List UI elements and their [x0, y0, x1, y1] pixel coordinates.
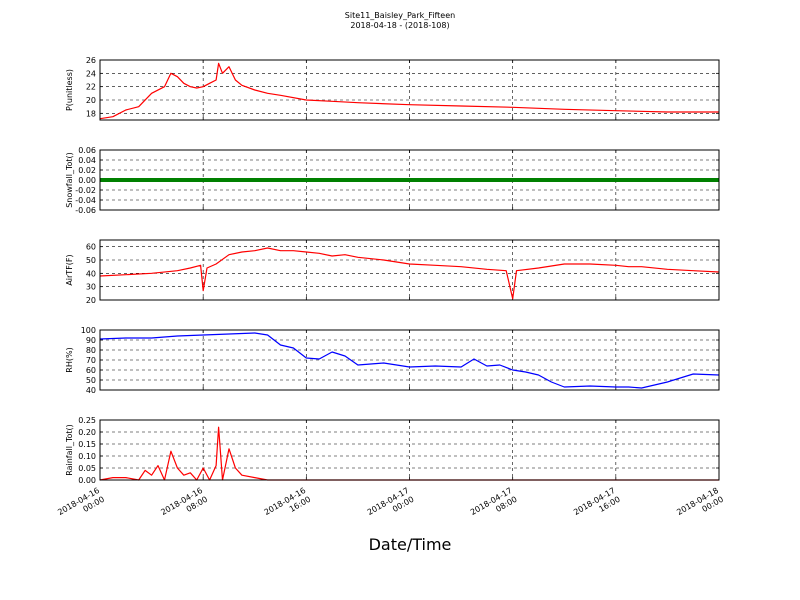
- y-tick-label: -0.06: [75, 206, 96, 215]
- y-tick-label: -0.04: [75, 196, 96, 205]
- y-tick-label: 0.15: [78, 440, 96, 449]
- chart-title: Site11_Baisley_Park_Fifteen: [345, 11, 455, 20]
- y-tick-label: 70: [86, 356, 96, 365]
- y-tick-label: 0.00: [78, 176, 96, 185]
- data-series: [99, 332, 720, 389]
- subplot-1: 18 20 22 24 26 P(unitless): [65, 56, 720, 121]
- subplot-3: 60 50 40 30 20 AirTF(F): [65, 239, 720, 305]
- y-tick-label: 0.20: [78, 428, 96, 437]
- y-tick-label: 22: [86, 83, 96, 92]
- plot-frame: [99, 419, 720, 481]
- y-tick-label: 20: [86, 96, 96, 105]
- y-tick-label: 0.02: [78, 166, 96, 175]
- x-axis-label: Date/Time: [369, 535, 452, 554]
- y-axis-label: P(unitless): [65, 69, 74, 111]
- plot-frame: [99, 149, 720, 211]
- y-tick-label: 0.06: [78, 146, 96, 155]
- y-tick-label: 30: [86, 283, 96, 292]
- plot-frame: [99, 329, 720, 391]
- y-tick-label: 0.10: [78, 452, 96, 461]
- y-tick-label: 40: [86, 269, 96, 278]
- y-axis-label: Rainfall_Tot(): [65, 424, 74, 476]
- plot-frame: [99, 59, 720, 121]
- y-tick-label: 24: [86, 69, 96, 78]
- data-series: [99, 247, 720, 300]
- y-tick-label: 40: [86, 386, 96, 395]
- plot-frame: [99, 239, 720, 301]
- y-tick-label: 0.25: [78, 416, 96, 425]
- y-tick-label: 90: [86, 336, 96, 345]
- y-tick-label: 26: [86, 56, 96, 65]
- y-axis-label: Snowfall_Tot(): [65, 152, 74, 208]
- y-tick-label: 0.00: [78, 476, 96, 485]
- subplot-2: 0.060.040.020.00-0.02-0.04-0.06Snowfall_…: [65, 146, 720, 215]
- data-series: [99, 426, 719, 481]
- y-tick-label: 18: [86, 109, 96, 118]
- chart-subtitle: 2018-04-18 - (2018-108): [350, 21, 449, 30]
- y-tick-label: 60: [86, 243, 96, 252]
- y-tick-label: 50: [86, 256, 96, 265]
- y-tick-label: 60: [86, 366, 96, 375]
- y-tick-label: 100: [81, 326, 96, 335]
- y-tick-label: 0.05: [78, 464, 96, 473]
- subplot-panels: 1820222426P(unitless)0.060.040.020.00-0.…: [56, 56, 725, 517]
- y-tick-label: 80: [86, 346, 96, 355]
- data-series: [99, 62, 719, 120]
- y-tick-label: 0.04: [78, 156, 96, 165]
- subplot-5: 0.25 0.20 0.15 0.10 0.05 0.00 Rainfall_Tot(): [65, 416, 720, 485]
- y-axis-label: AirTF(F): [65, 254, 74, 285]
- y-tick-label: -0.02: [75, 186, 96, 195]
- y-tick-label: 50: [86, 376, 96, 385]
- y-axis-label: RH(%): [65, 347, 74, 372]
- y-tick-label: 20: [86, 296, 96, 305]
